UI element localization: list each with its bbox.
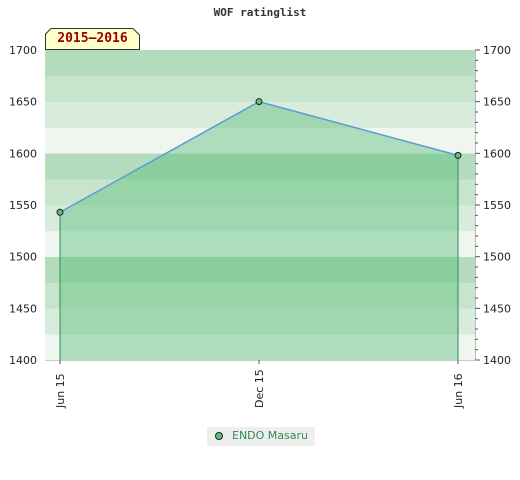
y-tick-label-right: 1700 <box>483 44 511 57</box>
background-band <box>45 256 475 283</box>
y-tick-label-right: 1450 <box>483 302 511 315</box>
background-band <box>45 153 475 180</box>
background-band <box>45 75 475 102</box>
background-band <box>45 179 475 206</box>
x-axis: Jun 15 Dec 15 Jun 16 <box>54 360 465 409</box>
data-point <box>56 208 64 216</box>
y-tick-label-left: 1400 <box>9 354 37 367</box>
y-tick-label-right: 1400 <box>483 354 511 367</box>
data-point <box>255 98 263 106</box>
background-band <box>45 308 475 335</box>
y-tick-label-right: 1500 <box>483 251 511 264</box>
series-area <box>60 101 458 361</box>
background-band <box>45 282 475 309</box>
y-tick-label-right: 1650 <box>483 96 511 109</box>
y-tick-label-left: 1500 <box>9 251 37 264</box>
y-axis-right: 1400 1450 1500 1550 1600 1650 1700 <box>475 44 511 367</box>
y-tick-label-right: 1550 <box>483 199 511 212</box>
y-tick-label-left: 1700 <box>9 44 37 57</box>
x-tick-label: Dec 15 <box>253 369 266 408</box>
y-tick-label-left: 1450 <box>9 302 37 315</box>
data-points <box>56 98 462 216</box>
season-label: 2015–2016 <box>57 31 128 46</box>
y-tick-label-left: 1650 <box>9 96 37 109</box>
x-tick-label: Jun 15 <box>54 373 67 409</box>
legend-item-label: ENDO Masaru <box>232 429 309 442</box>
legend-marker <box>215 432 223 440</box>
data-point <box>454 151 462 159</box>
y-tick-label-left: 1600 <box>9 147 37 160</box>
x-tick-label: Jun 16 <box>452 373 465 409</box>
background-band <box>45 334 475 361</box>
background-bands <box>45 50 475 361</box>
background-band <box>45 230 475 257</box>
chart-title: WOF ratinglist <box>213 6 307 19</box>
legend[interactable]: ENDO Masaru <box>207 427 315 446</box>
background-band <box>45 50 475 77</box>
y-axis-left: 1400 1450 1500 1550 1600 1650 1700 <box>9 44 37 367</box>
y-tick-label-left: 1550 <box>9 199 37 212</box>
background-band <box>45 205 475 232</box>
y-tick-label-right: 1600 <box>483 147 511 160</box>
season-badge: 2015–2016 <box>45 28 140 50</box>
background-band <box>45 101 475 128</box>
